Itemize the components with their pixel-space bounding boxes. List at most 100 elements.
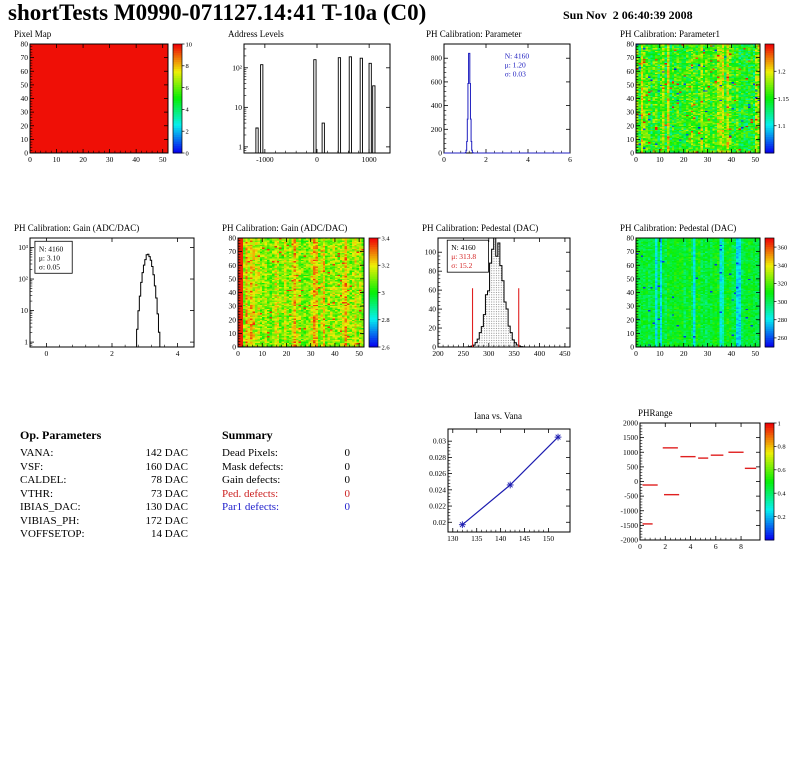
svg-text:400: 400 xyxy=(534,349,546,358)
svg-text:300: 300 xyxy=(778,299,788,306)
summary-label: Ped. defects: xyxy=(222,487,279,500)
svg-text:40: 40 xyxy=(429,305,437,314)
chart-title: Address Levels xyxy=(228,29,284,39)
svg-text:70: 70 xyxy=(229,247,237,256)
pad-gain-map: PH Calibration: Gain (ADC/DAC) 0 10 20 30 40… xyxy=(214,222,398,362)
ph-range-plot: 0 2 4 6 8 -2000 -1500 -1000 -500 0 500 1000 1500 2000… xyxy=(608,419,794,555)
svg-text:10: 10 xyxy=(656,155,664,164)
chart-title: Iana vs. Vana xyxy=(473,411,523,421)
svg-text:8: 8 xyxy=(739,542,743,551)
pad-ph-parameter: PH Calibration: Parameter 0 2 4 6 0 200 400 600… xyxy=(418,28,578,168)
svg-text:0: 0 xyxy=(28,155,32,164)
svg-text:40: 40 xyxy=(627,94,635,103)
svg-text:50: 50 xyxy=(627,274,635,283)
summary-label: Gain defects: xyxy=(222,474,281,486)
chart-title: PH Calibration: Gain (ADC/DAC) xyxy=(14,223,140,233)
pad-pixel-map: Pixel Map 0 10 20 30 40 50 0 10 20 30 40 50 60 70 80 0 2… xyxy=(6,28,202,168)
svg-text:0.026: 0.026 xyxy=(429,469,446,478)
svg-text:80: 80 xyxy=(627,40,635,49)
svg-text:600: 600 xyxy=(431,77,443,86)
svg-text:10²: 10² xyxy=(18,275,29,284)
svg-text:400: 400 xyxy=(431,101,443,110)
svg-text:0.02: 0.02 xyxy=(433,518,446,527)
gain_map-heatmap-canvas xyxy=(238,238,364,347)
param-value: 14 DAC xyxy=(151,528,188,540)
svg-text:260: 260 xyxy=(778,335,788,342)
pad-pedestal-hist: PH Calibration: Pedestal (DAC) 200 250 300… xyxy=(414,222,578,362)
svg-text:0: 0 xyxy=(634,155,638,164)
svg-text:-500: -500 xyxy=(624,492,638,501)
svg-text:10: 10 xyxy=(21,135,29,144)
summary-value: 0 xyxy=(344,447,351,459)
pad-address-levels: Address Levels -1000 0 1000 1 10 10² xyxy=(220,28,398,168)
svg-text:1000: 1000 xyxy=(623,448,638,457)
svg-text:0.024: 0.024 xyxy=(429,485,446,494)
svg-text:50: 50 xyxy=(355,349,363,358)
svg-text:0: 0 xyxy=(232,343,236,352)
svg-text:10: 10 xyxy=(627,135,635,144)
ph_param1_map-svg: 0 10 20 30 40 50 0 10 20 30 40 50 60 70 80 1.1 1.15 1.2 xyxy=(627,40,789,164)
svg-text:20: 20 xyxy=(79,155,87,164)
svg-text:200: 200 xyxy=(432,349,444,358)
svg-text:4: 4 xyxy=(186,107,190,114)
svg-text:2.6: 2.6 xyxy=(382,344,391,351)
svg-text:0: 0 xyxy=(432,343,436,352)
gain-map-plot: 0 10 20 30 40 50 0 10 20 30 40 50 60 70 80 2.6 2.8 3 3.2 3.… xyxy=(214,234,398,362)
svg-text:0.022: 0.022 xyxy=(429,502,446,511)
svg-text:70: 70 xyxy=(627,53,635,62)
svg-text:60: 60 xyxy=(229,261,237,270)
svg-text:320: 320 xyxy=(778,281,788,288)
iana-vana-plot: 130 135 140 145 150 0.02 0.022 0.024 0.026 0.028 0… xyxy=(418,422,578,547)
gain_map-svg: 0 10 20 30 40 50 0 10 20 30 40 50 60 70 80 2.6 2.8 3 3.2 3.… xyxy=(229,234,391,358)
svg-text:40: 40 xyxy=(331,349,339,358)
svg-text:50: 50 xyxy=(229,274,237,283)
svg-text:20: 20 xyxy=(680,155,688,164)
pad-ph-parameter1-map: PH Calibration: Parameter1 0 10 20 30 40 50 0 1… xyxy=(612,28,794,168)
svg-text:30: 30 xyxy=(307,349,315,358)
svg-text:σ: 0.03: σ: 0.03 xyxy=(505,69,526,78)
svg-text:0: 0 xyxy=(438,149,442,158)
summary-label: Mask defects: xyxy=(222,460,284,473)
svg-text:0: 0 xyxy=(442,155,446,164)
svg-text:μ: 1.20: μ: 1.20 xyxy=(505,60,526,69)
svg-text:20: 20 xyxy=(627,121,635,130)
svg-text:1.1: 1.1 xyxy=(778,123,786,130)
svg-text:10: 10 xyxy=(21,306,29,315)
address-levels-plot: -1000 0 1000 1 10 10² xyxy=(220,40,398,168)
svg-text:60: 60 xyxy=(21,67,29,76)
svg-text:80: 80 xyxy=(21,40,29,49)
gain-hist-plot: 0 2 4 1 10 10² 10³ N: 4160 μ: 3.10 σ: 0.05 xyxy=(6,234,202,362)
svg-text:50: 50 xyxy=(21,80,29,89)
svg-text:800: 800 xyxy=(431,54,443,63)
svg-text:20: 20 xyxy=(21,121,29,130)
svg-text:2: 2 xyxy=(186,129,189,136)
svg-text:500: 500 xyxy=(627,462,639,471)
param-row: VTHR: 73 DAC xyxy=(20,488,188,502)
param-row: VOFFSETOP: 14 DAC xyxy=(20,528,188,542)
svg-text:6: 6 xyxy=(714,542,718,551)
svg-text:-2000: -2000 xyxy=(621,536,639,545)
svg-text:450: 450 xyxy=(559,349,571,358)
op-parameters-block: Op. Parameters VANA: 142 DAC VSF: 160 DAC … xyxy=(20,428,188,542)
svg-text:0.2: 0.2 xyxy=(778,514,786,521)
svg-text:1.15: 1.15 xyxy=(778,96,789,103)
svg-text:300: 300 xyxy=(483,349,495,358)
summary-heading: Summary xyxy=(222,428,273,442)
svg-text:80: 80 xyxy=(429,267,437,276)
svg-text:0: 0 xyxy=(634,477,638,486)
chart-title: PH Calibration: Pedestal (DAC) xyxy=(620,223,737,233)
summary-row: Par1 defects: 0 xyxy=(222,501,350,515)
svg-text:0: 0 xyxy=(315,155,319,164)
ph-parameter-plot: 0 2 4 6 0 200 400 600 800 N: 4160 μ: 1.20 σ: 0.03 xyxy=(418,40,578,168)
svg-text:0.8: 0.8 xyxy=(778,444,786,451)
svg-text:2.8: 2.8 xyxy=(382,317,390,324)
summary-label: Dead Pixels: xyxy=(222,447,278,459)
svg-text:70: 70 xyxy=(627,247,635,256)
svg-text:1.2: 1.2 xyxy=(778,69,786,76)
svg-text:1500: 1500 xyxy=(623,433,638,442)
svg-text:100: 100 xyxy=(425,248,437,257)
param-label: VIBIAS_PH: xyxy=(20,514,80,527)
ph_param1_map-heatmap-canvas xyxy=(636,44,760,153)
svg-text:0.4: 0.4 xyxy=(778,491,787,498)
